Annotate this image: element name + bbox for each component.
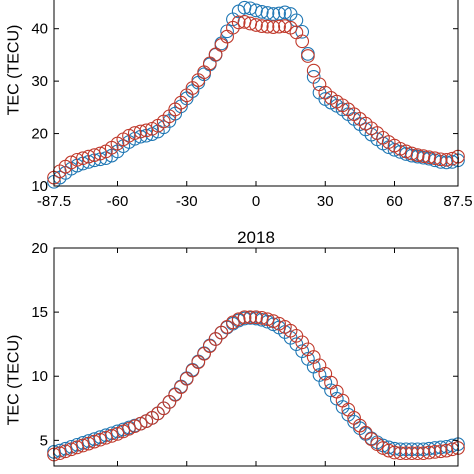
top-x-tick-label: -87.5 xyxy=(37,193,71,210)
bottom-series-2-point xyxy=(243,310,258,325)
top-y-tick-label: 40 xyxy=(31,21,48,38)
top-series-2-point xyxy=(428,151,442,166)
top-series-2-point xyxy=(272,19,286,34)
top-x-tick-label: -60 xyxy=(107,193,129,210)
bottom-series-2-point xyxy=(393,446,408,461)
bottom-y-tick-label: 5 xyxy=(40,432,48,449)
top-series-1-point xyxy=(278,5,292,20)
bottom-series-2-point xyxy=(428,445,442,459)
top-series-2-point xyxy=(416,149,431,163)
top-series-2-point xyxy=(254,19,269,33)
top-series-2-point xyxy=(278,19,292,33)
bottom-panel-y-axis-label: TEC (TECU) xyxy=(6,335,23,426)
top-series-2-point xyxy=(93,146,108,161)
top-x-tick-label: 60 xyxy=(386,193,403,210)
bottom-series-2-point xyxy=(387,445,402,460)
top-y-tick-label: 20 xyxy=(31,126,48,143)
top-series-2-point xyxy=(139,123,154,138)
top-series-2-point xyxy=(208,47,223,62)
top-panel-ticks: -87.5 -60 -30 0 30 60 87.5 10 20 30 40 xyxy=(31,21,472,210)
top-panel-markers xyxy=(47,0,465,189)
bottom-series-2-point xyxy=(433,444,448,459)
bottom-series-2-point xyxy=(260,312,275,327)
top-series-2-point xyxy=(202,56,217,71)
bottom-series-2-point xyxy=(231,312,246,327)
bottom-y-tick-label: 10 xyxy=(31,368,48,385)
bottom-panel-axes-frame xyxy=(53,247,459,467)
top-x-tick-label: -30 xyxy=(176,193,198,210)
top-series-2-point xyxy=(260,19,275,34)
top-x-tick-label: 0 xyxy=(252,193,260,210)
top-series-2-point xyxy=(445,151,460,166)
bottom-y-tick-label: 15 xyxy=(31,304,48,321)
bottom-panel-title: 2018 xyxy=(237,228,275,247)
bottom-series-2-point xyxy=(127,419,142,434)
top-series-2-point xyxy=(410,148,425,162)
bottom-series-2-point xyxy=(122,421,136,436)
bottom-panel: 5 10 15 20 TEC (TECU) 2018 xyxy=(6,228,465,467)
bottom-series-2-point xyxy=(445,442,460,457)
bottom-series-2-point xyxy=(266,314,281,328)
top-x-tick-label: 30 xyxy=(317,193,334,210)
bottom-series-2-point xyxy=(249,310,263,325)
top-panel-y-axis-label: TEC (TECU) xyxy=(6,25,23,116)
bottom-series-2-point xyxy=(404,446,419,461)
top-series-2-point xyxy=(266,20,281,34)
bottom-panel-markers xyxy=(47,310,465,462)
top-series-2-point xyxy=(422,150,436,165)
bottom-series-2-point xyxy=(399,446,413,461)
top-series-2-point xyxy=(301,49,315,63)
top-series-1-point xyxy=(260,6,275,20)
bottom-series-2-point xyxy=(110,427,125,441)
bottom-series-2-point xyxy=(214,325,229,340)
top-y-tick-label: 10 xyxy=(31,178,48,195)
bottom-series-2-point xyxy=(410,446,425,461)
top-series-2-point xyxy=(295,34,310,49)
bottom-series-2-point xyxy=(422,445,436,460)
top-series-2-point xyxy=(433,152,448,167)
bottom-series-2-point xyxy=(324,375,338,390)
top-x-tick-label: 87.5 xyxy=(443,193,472,210)
top-series-1-point xyxy=(254,5,269,19)
top-series-2-point xyxy=(393,141,408,156)
bottom-panel-ticks: 5 10 15 20 xyxy=(31,240,459,466)
top-panel: -87.5 -60 -30 0 30 60 87.5 10 20 30 40 TEC (TECU) xyxy=(6,0,473,210)
bottom-y-tick-label: 20 xyxy=(31,240,48,257)
bottom-series-2-point xyxy=(295,335,310,350)
bottom-series-2-point xyxy=(237,310,252,325)
top-y-tick-label: 30 xyxy=(31,73,48,90)
bottom-series-2-point xyxy=(416,446,431,461)
bottom-series-2-point xyxy=(104,429,119,443)
top-series-2-point xyxy=(231,15,246,30)
top-series-2-point xyxy=(306,63,321,78)
top-series-2-point xyxy=(249,18,263,32)
